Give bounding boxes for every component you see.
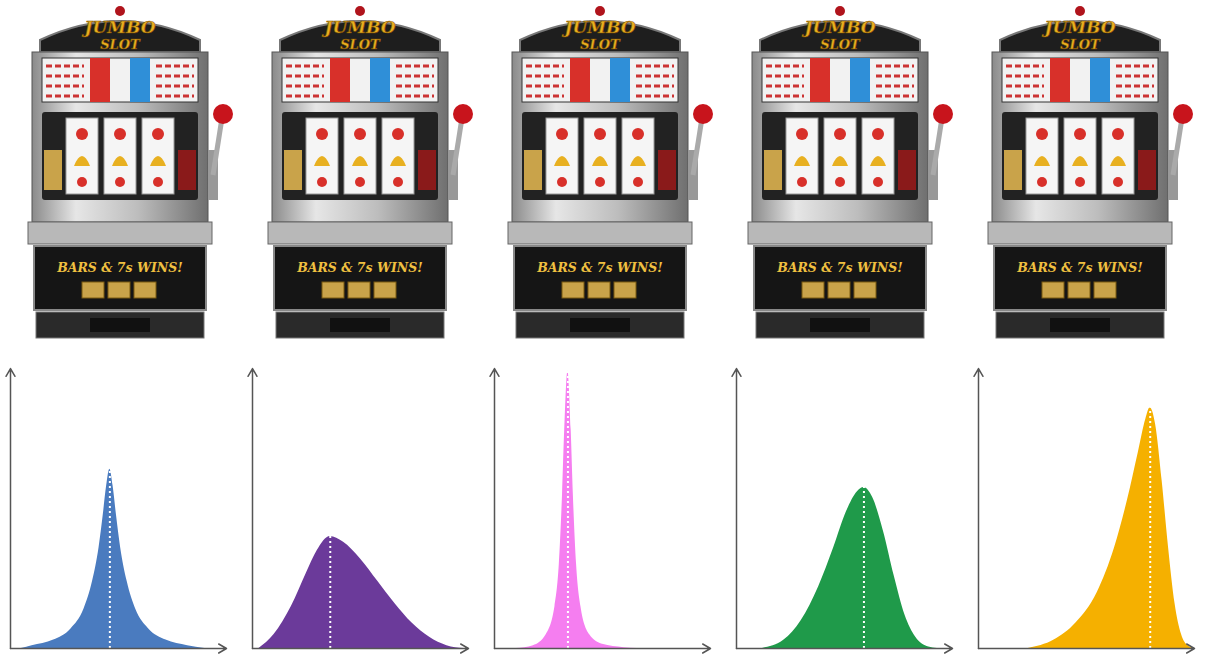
svg-text:JUMBO: JUMBO — [561, 17, 635, 37]
svg-text:JUMBO: JUMBO — [801, 17, 875, 37]
svg-text:JUMBO: JUMBO — [81, 17, 155, 37]
svg-text:SLOT: SLOT — [820, 37, 861, 52]
svg-text:JUMBO: JUMBO — [1041, 17, 1115, 37]
svg-text:BARS & 7s WINS!: BARS & 7s WINS! — [296, 260, 423, 275]
svg-text:BARS & 7s WINS!: BARS & 7s WINS! — [56, 260, 183, 275]
svg-text:SLOT: SLOT — [340, 37, 381, 52]
svg-text:BARS & 7s WINS!: BARS & 7s WINS! — [776, 260, 903, 275]
svg-text:SLOT: SLOT — [1060, 37, 1101, 52]
svg-text:JUMBO: JUMBO — [321, 17, 395, 37]
svg-text:SLOT: SLOT — [580, 37, 621, 52]
svg-text:BARS & 7s WINS!: BARS & 7s WINS! — [536, 260, 663, 275]
svg-text:BARS & 7s WINS!: BARS & 7s WINS! — [1016, 260, 1143, 275]
svg-text:SLOT: SLOT — [100, 37, 141, 52]
